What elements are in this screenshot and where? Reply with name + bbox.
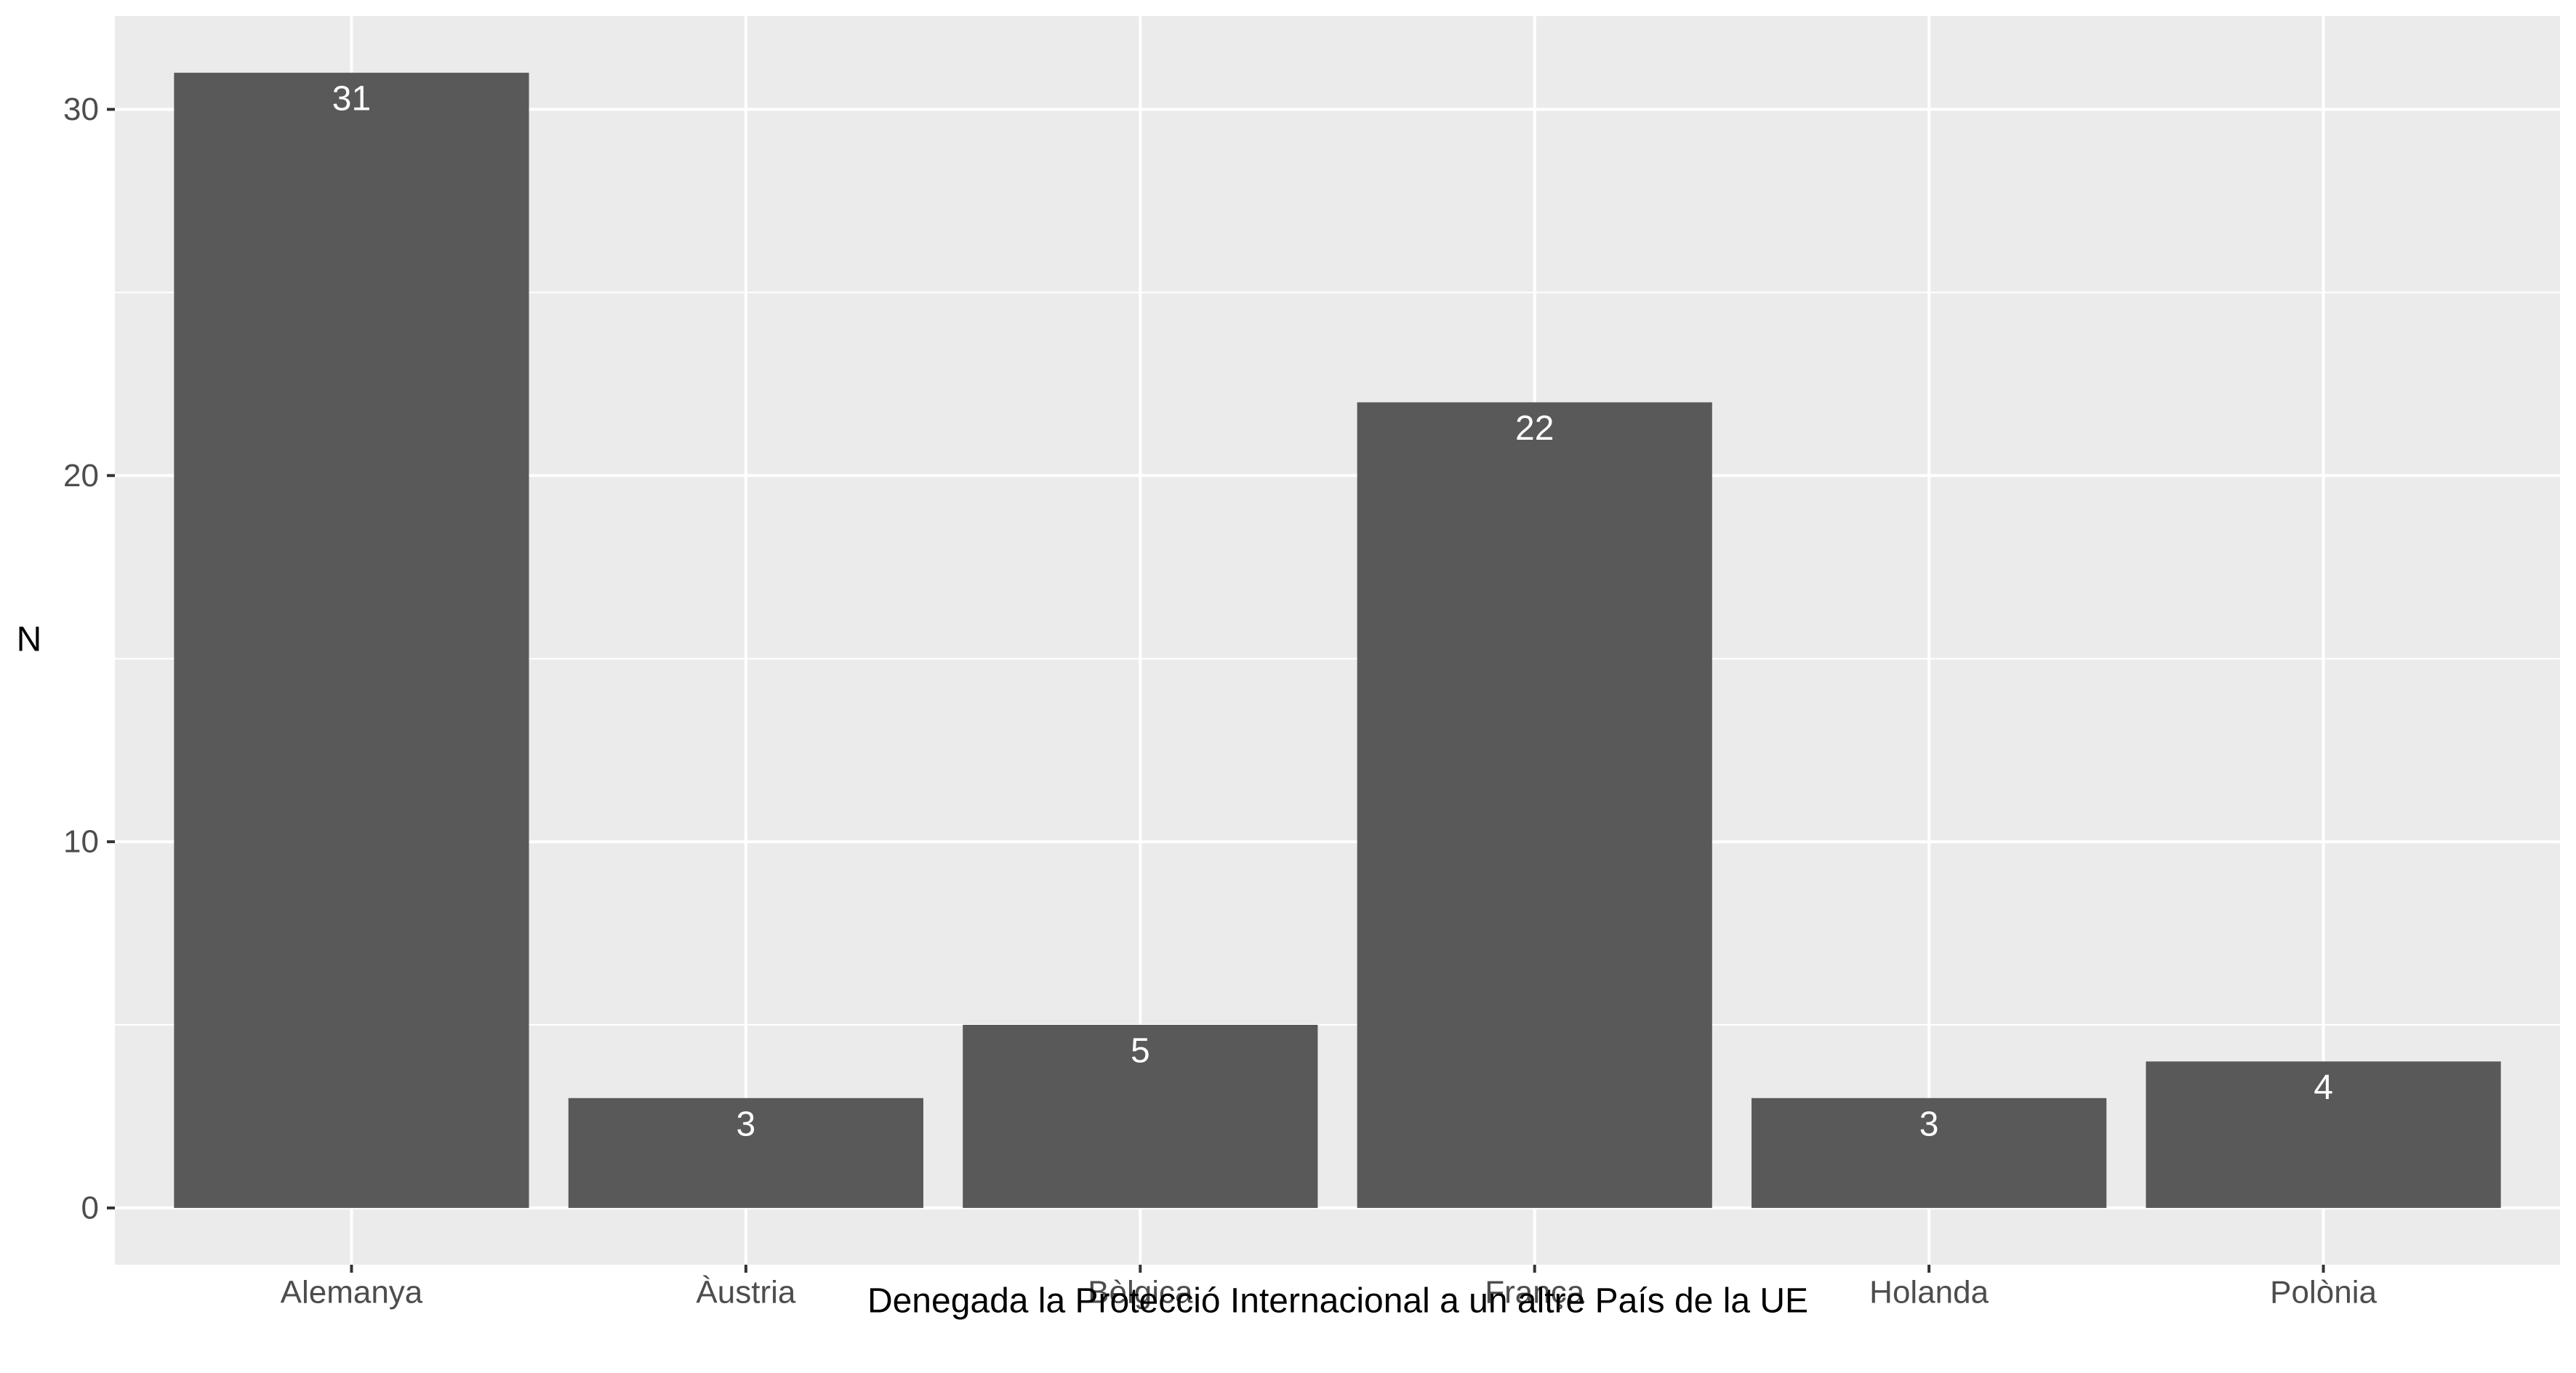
data-labels: 31 3 5 22 3 4 xyxy=(332,80,2333,1144)
data-label: 22 xyxy=(1515,409,1554,448)
x-tick-label: Bèlgica xyxy=(1088,1275,1193,1310)
x-axis: Alemanya Àustria Bèlgica França Holanda Polòn… xyxy=(281,1265,2377,1310)
bar-Alemanya xyxy=(174,73,529,1208)
y-tick-label: 10 xyxy=(63,824,99,860)
bar-Polònia xyxy=(2146,1061,2501,1208)
x-tick-label: Holanda xyxy=(1869,1275,1989,1310)
bar-Bèlgica xyxy=(963,1025,1318,1208)
bar-Holanda xyxy=(1752,1098,2107,1208)
y-tick-label: 30 xyxy=(63,92,99,127)
data-label: 5 xyxy=(1131,1032,1150,1071)
x-axis-title: Denegada la Protecció Internacional a un… xyxy=(867,1282,1808,1321)
data-label: 4 xyxy=(2314,1068,2333,1107)
bars xyxy=(174,73,2501,1208)
bar-Àustria xyxy=(568,1098,923,1208)
data-label: 3 xyxy=(1919,1105,1939,1143)
x-tick-label: Àustria xyxy=(696,1275,795,1310)
data-label: 3 xyxy=(737,1105,756,1143)
y-tick-label: 20 xyxy=(63,458,99,494)
y-axis-title: N xyxy=(17,621,42,659)
x-tick-label: Alemanya xyxy=(281,1275,423,1310)
x-tick-label: França xyxy=(1485,1275,1584,1310)
y-tick-label: 0 xyxy=(81,1190,99,1225)
data-label: 31 xyxy=(332,80,371,118)
y-axis: 0 10 20 30 xyxy=(63,92,115,1225)
x-tick-label: Polònia xyxy=(2270,1275,2377,1310)
bar-França xyxy=(1357,402,1712,1208)
